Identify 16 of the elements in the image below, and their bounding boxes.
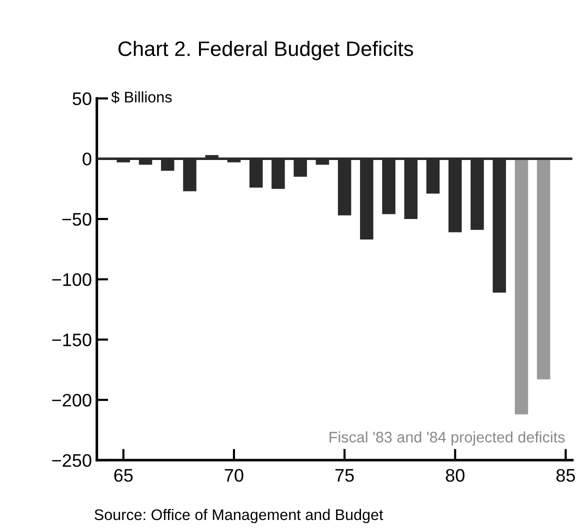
- y-tick-label: −250: [52, 454, 92, 467]
- annotation: Fiscal '83 and '84 projected deficits: [330, 431, 565, 446]
- x-tick-label: 75: [335, 469, 354, 482]
- y-axis-title: $ Billions: [111, 91, 172, 104]
- y-tick-label: −150: [52, 334, 92, 346]
- chart-title: Chart 2. Federal Budget Deficits: [118, 40, 414, 60]
- y-tick-label: −100: [52, 273, 92, 286]
- y-tick-label: −200: [52, 394, 92, 407]
- x-tick-label: 85: [556, 468, 575, 482]
- x-tick-label: 70: [224, 468, 244, 482]
- x-tick-label: 80: [446, 468, 464, 482]
- source-note: Source: Office of Management and Budget: [94, 508, 384, 524]
- x-tick-label: 65: [114, 468, 133, 482]
- y-tick-label: 50: [72, 92, 92, 106]
- y-tick-label: −50: [62, 212, 92, 226]
- y-tick-label: 0: [82, 152, 92, 166]
